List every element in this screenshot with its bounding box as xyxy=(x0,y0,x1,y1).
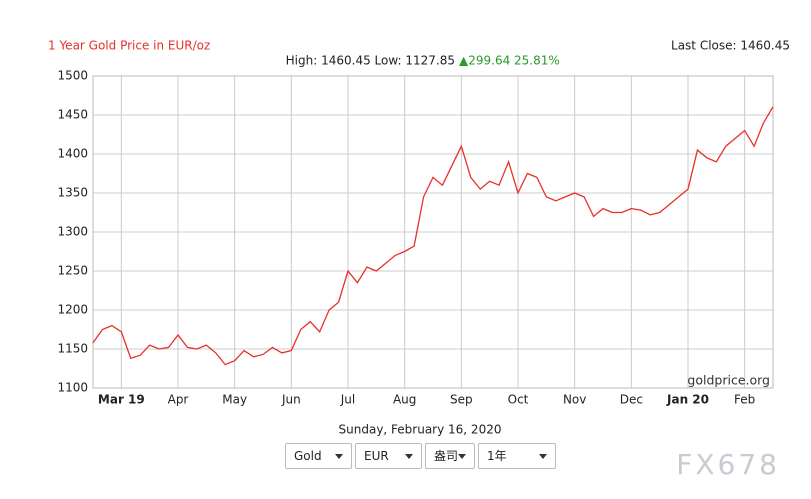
x-tick-label: Sep xyxy=(450,393,473,407)
watermark: FX678 xyxy=(676,448,780,481)
summary: High: 1460.45 Low: 1127.85 xyxy=(286,54,455,68)
y-tick-label: 1300 xyxy=(57,225,88,239)
y-tick-label: 1350 xyxy=(57,186,88,200)
y-tick-label: 1250 xyxy=(57,264,88,278)
select[interactable]: 盎司 xyxy=(425,443,475,469)
price-line xyxy=(92,106,774,366)
x-tick-label: Feb xyxy=(734,393,755,407)
plot-frame xyxy=(92,75,774,389)
y-tick-label: 1400 xyxy=(57,147,88,161)
x-tick-label: Jun xyxy=(281,393,301,407)
source: goldprice.org xyxy=(687,373,770,388)
date: Sunday, February 16, 2020 xyxy=(339,423,502,437)
x-tick-label: May xyxy=(222,393,247,407)
select[interactable]: Gold xyxy=(285,443,352,469)
change: ▲299.64 25.81% xyxy=(459,54,560,68)
x-tick-label: Mar 19 xyxy=(98,393,145,407)
x-tick-label: Jan 20 xyxy=(666,393,709,407)
y-tick-label: 1200 xyxy=(57,303,88,317)
y-tick-label: 1500 xyxy=(57,69,88,83)
y-tick-label: 1100 xyxy=(57,381,88,395)
last-close: Last Close: 1460.45 xyxy=(671,39,790,53)
y-tick-label: 1450 xyxy=(57,108,88,122)
select[interactable]: EUR xyxy=(355,443,422,469)
x-tick-label: Jul xyxy=(340,393,355,407)
y-tick-label: 1150 xyxy=(57,342,88,356)
select[interactable]: 1年 xyxy=(478,443,556,469)
x-tick-label: Oct xyxy=(508,393,529,407)
x-tick-label: Aug xyxy=(393,393,416,407)
x-tick-label: Nov xyxy=(563,393,586,407)
x-tick-label: Dec xyxy=(620,393,643,407)
chart-title: 1 Year Gold Price in EUR/oz xyxy=(48,39,210,53)
x-tick-label: Apr xyxy=(168,393,189,407)
